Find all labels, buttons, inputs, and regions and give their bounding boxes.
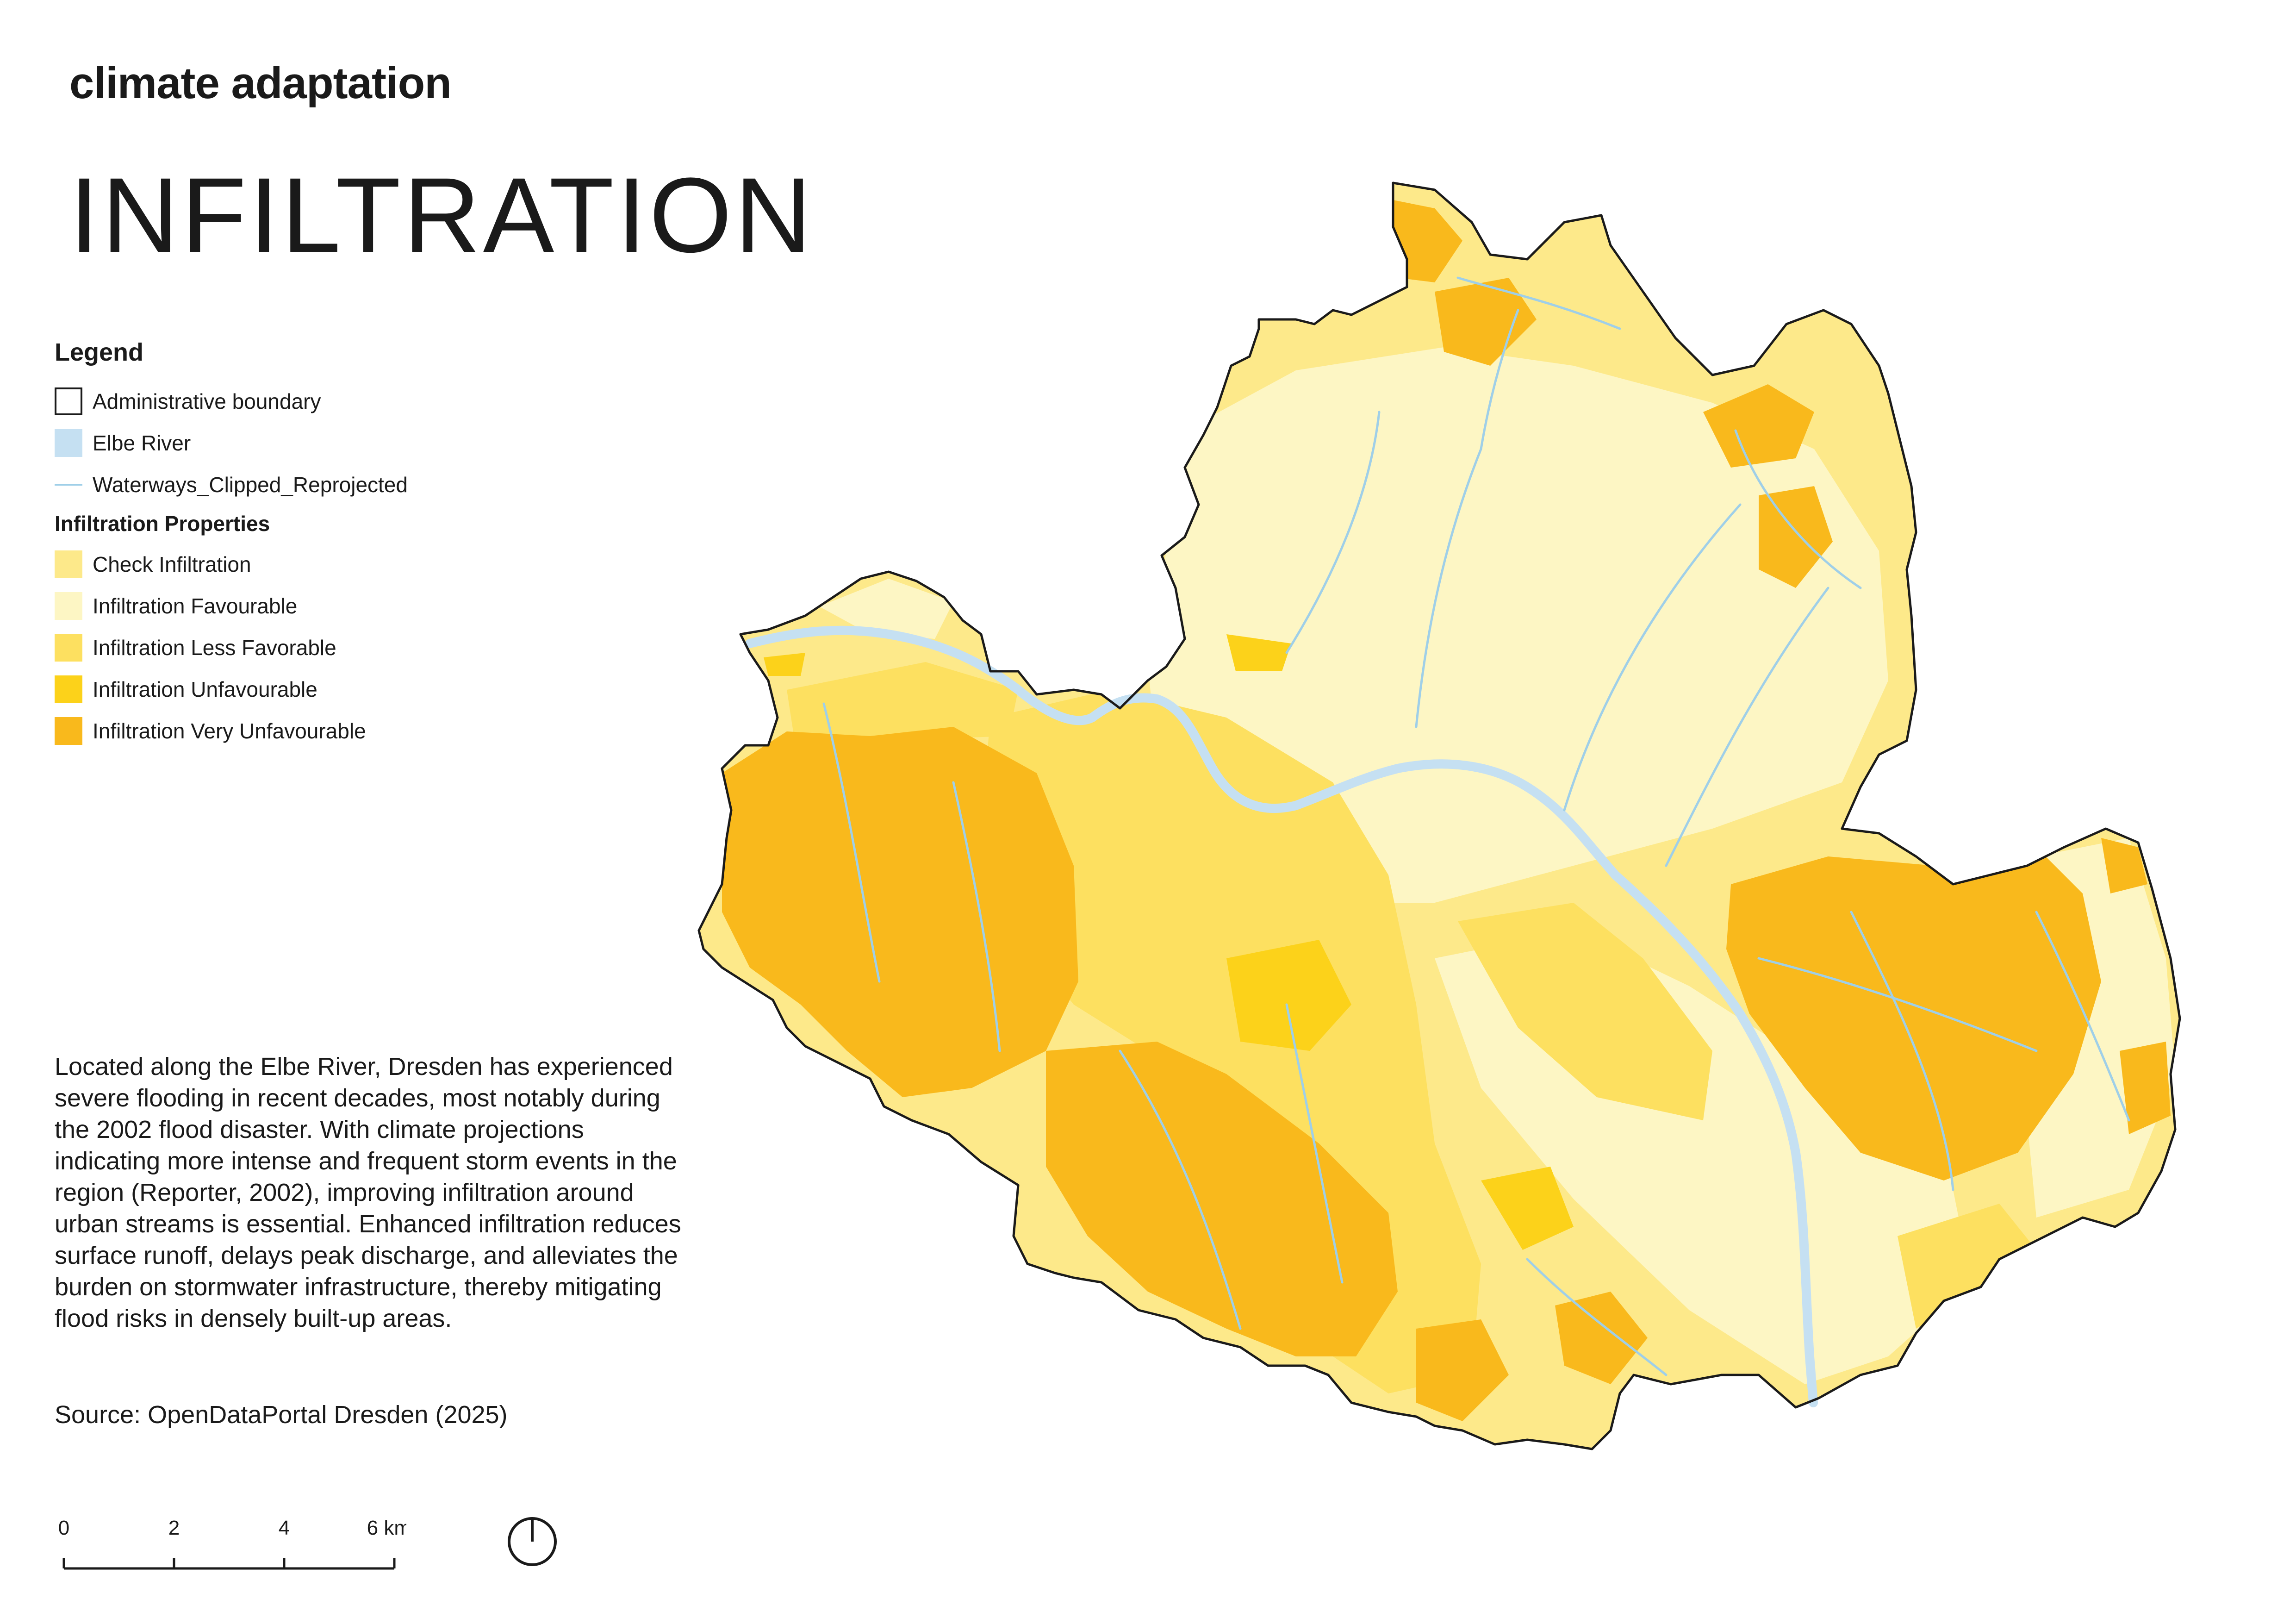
elbe-swatch <box>55 429 82 457</box>
legend-section-title: Infiltration Properties <box>55 512 270 536</box>
legend-label: Waterways_Clipped_Reprojected <box>93 473 408 497</box>
legend-item-waterways: Waterways_Clipped_Reprojected <box>55 464 564 506</box>
legend-item-boundary: Administrative boundary <box>55 381 564 422</box>
north-arrow-icon <box>508 1517 557 1566</box>
legend-heading: Legend <box>55 338 144 366</box>
class-swatch <box>55 592 82 620</box>
legend-item-elbe: Elbe River <box>55 422 564 464</box>
map-title: INFILTRATION <box>69 156 815 275</box>
map-category: climate adaptation <box>69 58 452 108</box>
scale-tick-label: 2 <box>168 1517 180 1539</box>
legend-class-check: Check Infiltration <box>55 543 564 585</box>
source-text: Source: OpenDataPortal Dresden (2025) <box>55 1401 508 1429</box>
class-swatch <box>55 675 82 703</box>
legend-label: Administrative boundary <box>93 389 321 413</box>
class-swatch <box>55 717 82 745</box>
legend-label: Infiltration Unfavourable <box>93 677 317 701</box>
legend-label: Check Infiltration <box>93 552 251 576</box>
scale-bar: 0 2 4 6 km <box>58 1517 406 1570</box>
description-text: Located along the Elbe River, Dresden ha… <box>55 1053 681 1332</box>
legend-class-less-favorable: Infiltration Less Favorable <box>55 627 564 668</box>
scale-tick-label: 6 km <box>367 1517 406 1539</box>
boundary-swatch <box>55 387 82 415</box>
administrative-boundary <box>697 181 2181 1450</box>
class-swatch <box>55 550 82 578</box>
infiltration-map <box>697 181 2181 1450</box>
legend: Legend Administrative boundary Elbe Rive… <box>55 338 564 752</box>
legend-label: Infiltration Very Unfavourable <box>93 719 366 743</box>
legend-label: Infiltration Less Favorable <box>93 636 336 660</box>
legend-class-very-unfavourable: Infiltration Very Unfavourable <box>55 710 564 752</box>
waterways-swatch <box>55 484 82 486</box>
legend-label: Infiltration Favourable <box>93 594 298 618</box>
legend-class-unfavourable: Infiltration Unfavourable <box>55 668 564 710</box>
scale-tick-label: 0 <box>58 1517 69 1539</box>
legend-class-favourable: Infiltration Favourable <box>55 585 564 627</box>
class-swatch <box>55 634 82 662</box>
scale-tick-label: 4 <box>279 1517 290 1539</box>
legend-label: Elbe River <box>93 431 191 455</box>
